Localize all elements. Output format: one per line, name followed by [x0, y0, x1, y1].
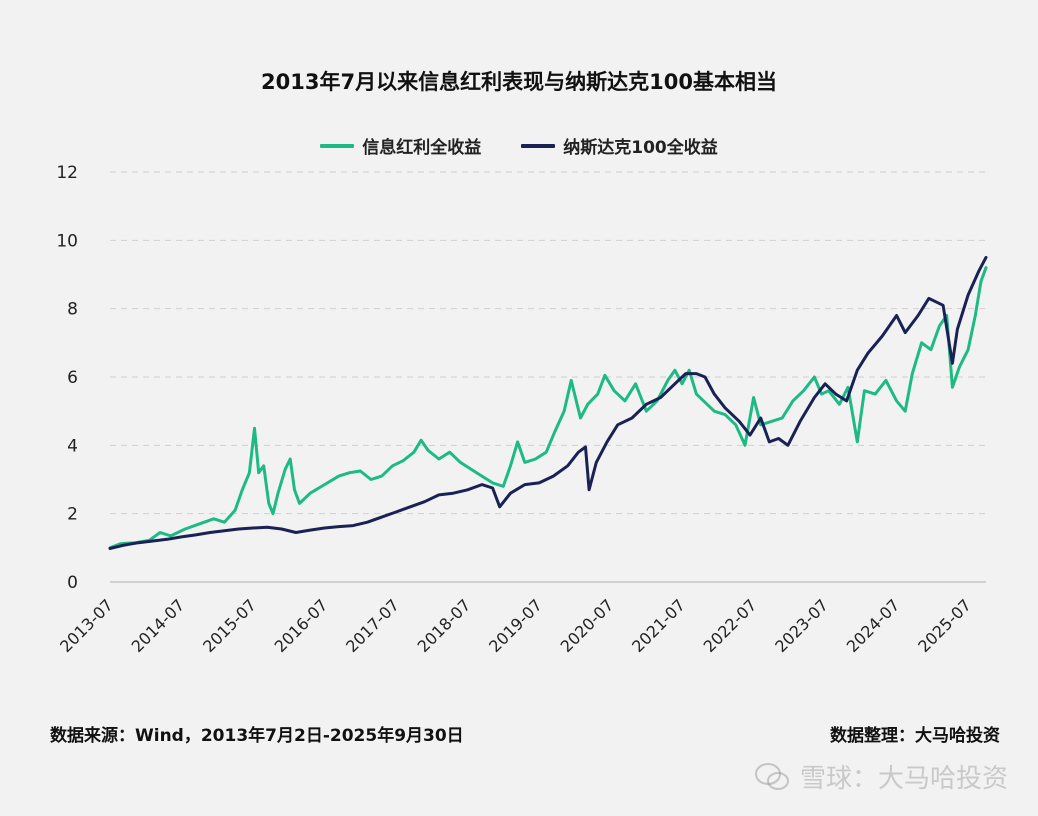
y-tick-label: 8 [67, 300, 78, 320]
legend-item-nasdaq: 纳斯达克100全收益 [521, 133, 718, 158]
series-line-dividend [108, 266, 988, 550]
x-tick-label: 2013-07 [56, 595, 117, 656]
x-tick-label: 2021-07 [628, 595, 689, 656]
grid-lines [110, 171, 986, 515]
data-source-note: 数据来源：Wind，2013年7月2日-2025年9月30日 [50, 726, 464, 746]
y-tick-label: 10 [56, 231, 78, 251]
y-tick-label: 12 [56, 163, 78, 183]
x-tick-label: 2014-07 [128, 595, 189, 656]
x-tick-label: 2019-07 [485, 595, 546, 656]
x-tick-label: 2016-07 [271, 595, 332, 656]
y-tick-label: 2 [67, 505, 78, 525]
legend-swatch-dividend [320, 143, 355, 148]
y-axis: 0 2 4 6 8 10 12 [56, 163, 78, 593]
x-tick-label: 2018-07 [414, 595, 475, 656]
chart-title: 2013年7月以来信息红利表现与纳斯达克100基本相当 [261, 70, 777, 94]
series-lines [108, 255, 988, 550]
watermark-text: 雪球：大马哈投资 [799, 764, 1008, 794]
x-tick-label: 2015-07 [199, 595, 260, 656]
x-tick-label: 2020-07 [557, 595, 618, 656]
y-tick-label: 6 [67, 368, 78, 388]
legend-label-dividend: 信息红利全收益 [362, 138, 482, 158]
legend-swatch-nasdaq [521, 143, 556, 148]
x-tick-label: 2024-07 [843, 595, 904, 656]
legend-label-nasdaq: 纳斯达克100全收益 [563, 138, 718, 158]
watermark: 雪球：大马哈投资 [754, 758, 1008, 795]
x-tick-label: 2023-07 [771, 595, 832, 656]
legend-item-dividend: 信息红利全收益 [320, 133, 481, 158]
x-tick-label: 2022-07 [700, 595, 761, 656]
y-tick-label: 4 [67, 436, 78, 456]
x-tick-label: 2017-07 [342, 595, 403, 656]
x-tick-label: 2025-07 [914, 595, 975, 656]
compiled-by-note: 数据整理：大马哈投资 [830, 726, 1000, 746]
x-axis: 2013-07 2014-07 2015-07 2016-07 2017-07 2018-… [56, 581, 986, 656]
y-tick-label: 0 [67, 573, 78, 593]
wechat-logo-icon [754, 762, 789, 790]
series-line-nasdaq [108, 255, 988, 550]
chart-legend: 信息红利全收益 纳斯达克100全收益 [0, 133, 1038, 158]
